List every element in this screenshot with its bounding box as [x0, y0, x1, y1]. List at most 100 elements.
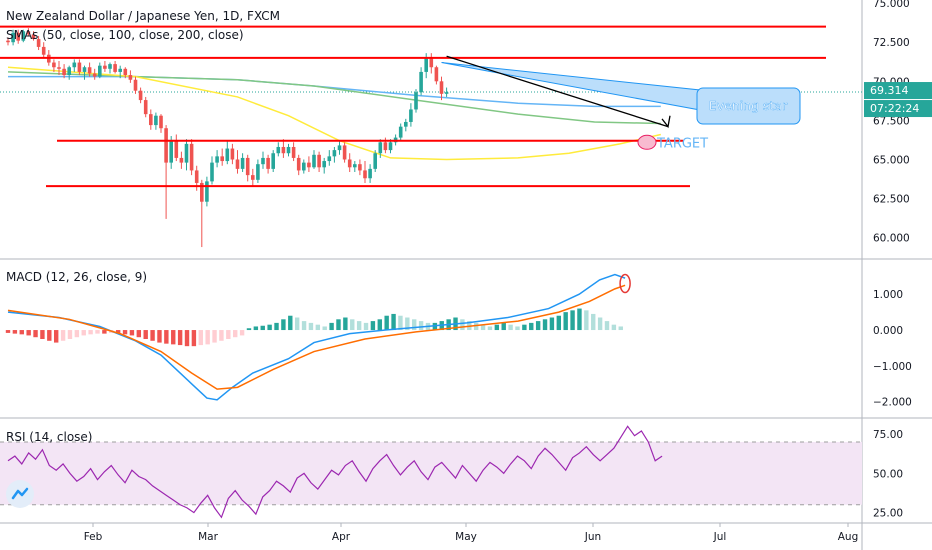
candle-body: [62, 68, 66, 76]
candle-body: [276, 146, 281, 154]
candle-body: [245, 157, 250, 176]
candle-body: [235, 159, 240, 169]
candle-body: [266, 157, 270, 169]
macd-bar: [33, 330, 38, 338]
candle-body: [353, 164, 357, 168]
candle-body: [72, 62, 77, 68]
candle-body: [210, 162, 214, 182]
macd-bar: [398, 315, 403, 331]
candle-body: [169, 140, 173, 163]
macd-bar: [412, 319, 417, 331]
macd-bar: [115, 330, 121, 334]
candle-body: [52, 62, 56, 68]
macd-bar: [301, 321, 307, 331]
macd-bar: [184, 330, 190, 347]
candle-body: [123, 68, 128, 76]
target-arrowhead: [661, 115, 671, 129]
macd-bar: [384, 315, 389, 331]
candle-body: [200, 182, 204, 202]
candle-body: [312, 154, 316, 168]
candle-body: [271, 153, 275, 169]
macd-bar: [267, 324, 272, 331]
candle-body: [159, 115, 163, 129]
macd-bar: [246, 328, 252, 331]
macd-bar: [370, 321, 376, 331]
macd-bar: [164, 330, 169, 344]
macd-bar: [177, 330, 183, 346]
candle-body: [57, 67, 61, 69]
macd-bar: [591, 313, 596, 331]
target-marker: [637, 134, 657, 150]
candle-body: [414, 92, 418, 110]
candle-body: [342, 145, 347, 160]
price-tick-label: 75.000: [873, 0, 910, 10]
candle-body: [77, 62, 82, 72]
macd-bar: [597, 317, 603, 331]
macd-bar: [294, 317, 300, 331]
macd-bar: [611, 324, 617, 331]
candle-body: [398, 126, 403, 138]
macd-bar: [122, 330, 128, 335]
macd-bar: [563, 312, 568, 331]
candle-body: [388, 142, 393, 151]
candle-body: [291, 146, 296, 158]
candle-body: [434, 67, 439, 82]
macd-bar: [460, 319, 465, 331]
candle-body: [108, 64, 112, 69]
candle-body: [194, 170, 199, 183]
macd-bar: [88, 330, 93, 335]
rsi-line: [7, 425, 663, 519]
rsi-tick-label: 50.00: [873, 468, 903, 480]
macd-bar: [219, 330, 224, 341]
macd-bar: [336, 319, 341, 331]
macd-bar: [618, 326, 623, 331]
candle-body: [286, 146, 291, 154]
macd-bar: [274, 322, 279, 331]
candle-body: [67, 67, 71, 76]
macd-bar: [535, 321, 541, 331]
candle-body: [358, 164, 362, 171]
macd-bar: [391, 313, 396, 331]
macd-bar: [432, 322, 438, 331]
macd-bar: [281, 319, 286, 331]
candle-body: [87, 67, 92, 74]
macd-bar: [226, 330, 231, 339]
evening-star-callout: [696, 87, 801, 125]
macd-bar: [47, 330, 52, 341]
tradingview-logo-icon[interactable]: [6, 480, 34, 508]
candle-body: [322, 161, 326, 168]
macd-bar: [322, 326, 327, 331]
macd-bar: [60, 330, 66, 341]
candle-body: [337, 145, 342, 151]
candle-body: [251, 175, 255, 180]
candle-body: [256, 164, 260, 180]
macd-cross-marker: [619, 273, 631, 294]
macd-bar: [260, 325, 265, 331]
candle-body: [302, 162, 306, 171]
macd-bar: [150, 330, 155, 341]
candle-body: [138, 90, 143, 101]
candle-body: [149, 114, 153, 126]
macd-bar: [67, 330, 73, 339]
price-tick-label: 67.500: [873, 115, 910, 127]
candle-body: [378, 142, 383, 154]
candle-body: [41, 46, 46, 55]
time-tick-label: Jun: [584, 531, 601, 543]
candle-body: [419, 71, 423, 93]
macd-tick-label: −2.000: [873, 397, 912, 409]
candle-body: [92, 73, 97, 77]
candle-body: [317, 154, 321, 168]
last-price-badge-text: 69.314: [870, 84, 909, 97]
macd-bar: [473, 322, 479, 331]
candle-body: [189, 143, 194, 171]
candle-body: [220, 156, 224, 162]
macd-tick-label: 1.000: [873, 289, 903, 301]
price-tick-label: 60.000: [873, 233, 910, 245]
candle-body: [347, 159, 352, 168]
macd-bar: [343, 317, 348, 331]
macd-bar: [570, 310, 575, 331]
candle-body: [281, 146, 286, 154]
countdown-badge-text: 07:22:24: [870, 102, 919, 115]
macd-bar: [143, 330, 148, 339]
